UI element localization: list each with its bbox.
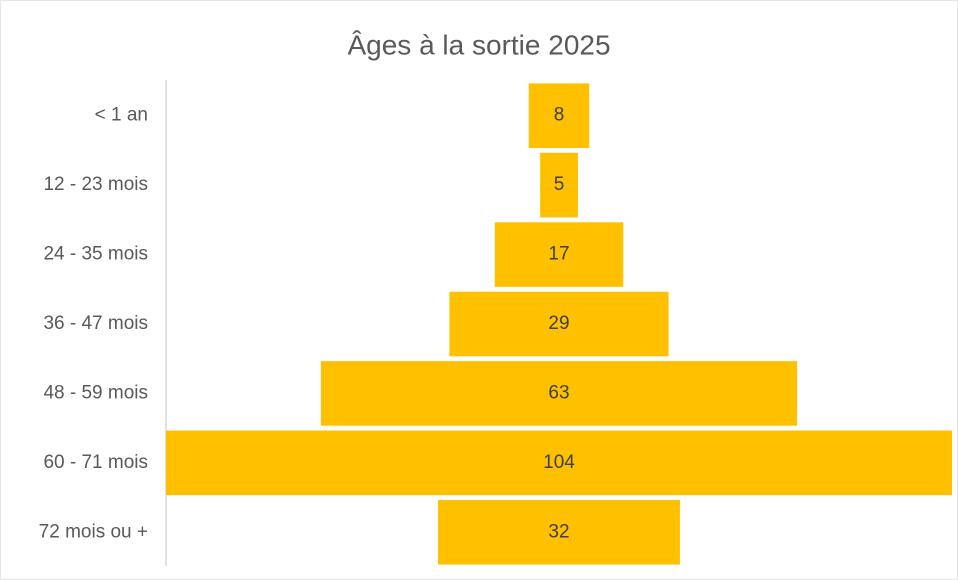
data-label: 29: [548, 313, 569, 334]
data-label: 17: [548, 244, 569, 265]
category-label: 12 - 23 mois: [43, 174, 148, 195]
category-label: 36 - 47 mois: [43, 313, 148, 334]
data-label: 63: [548, 382, 569, 403]
bar: [449, 291, 669, 357]
bar: [494, 222, 624, 287]
data-label: 104: [543, 452, 575, 473]
bar: [528, 83, 590, 148]
category-label: < 1 an: [95, 105, 148, 126]
bar: [540, 152, 578, 218]
data-label: 5: [554, 174, 565, 195]
category-label: 24 - 35 mois: [43, 244, 148, 265]
data-label: 8: [554, 105, 565, 126]
bar: [166, 430, 952, 496]
category-label: 48 - 59 mois: [43, 382, 148, 403]
chart-title: Âges à la sortie 2025: [347, 29, 610, 60]
category-label: 60 - 71 mois: [43, 452, 148, 473]
data-label: 32: [548, 521, 569, 542]
bar: [320, 361, 798, 426]
category-label: 72 mois ou +: [39, 521, 148, 542]
bar: [438, 500, 680, 565]
